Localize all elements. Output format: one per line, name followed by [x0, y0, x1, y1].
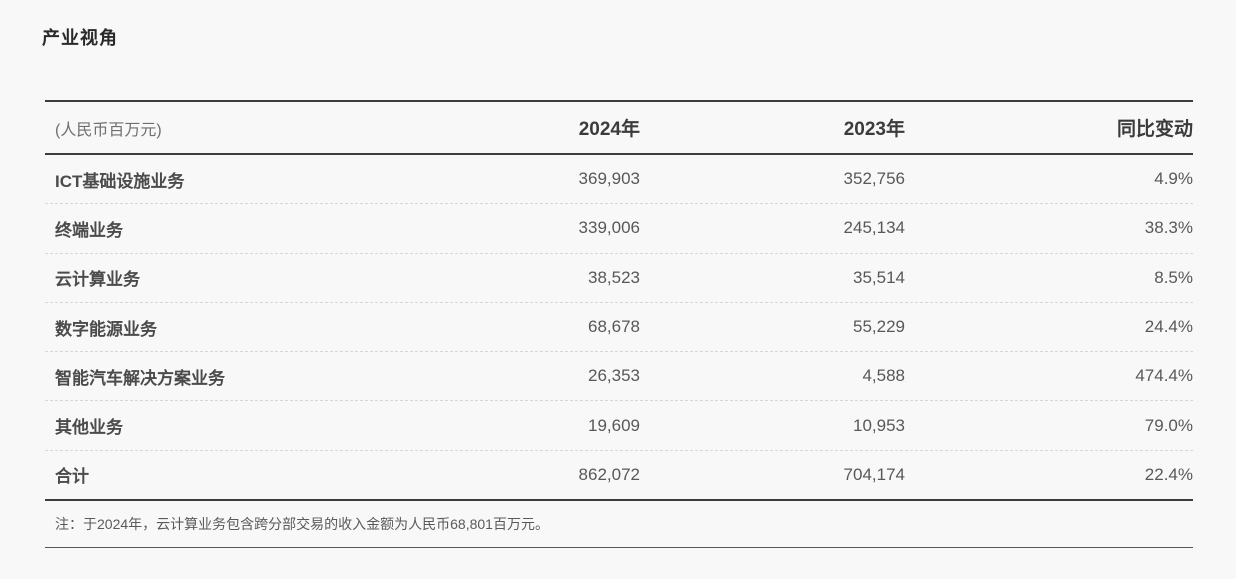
- value-2024: 19,609: [588, 415, 640, 435]
- table-row-total: 合计 862,072 704,174 22.4%: [45, 451, 1193, 501]
- value-2023: 35,514: [853, 267, 905, 287]
- value-2024: 862,072: [578, 464, 640, 484]
- unit-label: (人民币百万元): [55, 121, 162, 139]
- value-yoy: 4.9%: [1154, 169, 1193, 189]
- segment-revenue-table: (人民币百万元) 2024年 2023年 同比变动 ICT基础设施业务 369,…: [45, 100, 1193, 548]
- value-2023: 245,134: [843, 218, 905, 238]
- row-label: ICT基础设施业务: [55, 171, 185, 191]
- value-2023: 55,229: [853, 317, 905, 337]
- table-row: 终端业务 339,006 245,134 38.3%: [45, 204, 1193, 254]
- value-2024: 369,903: [578, 169, 640, 189]
- row-label: 云计算业务: [55, 270, 140, 290]
- value-2024: 68,678: [588, 317, 640, 337]
- value-yoy: 38.3%: [1144, 218, 1193, 238]
- footnote-text: 注：于2024年，云计算业务包含跨分部交易的收入金额为人民币68,801百万元。: [55, 515, 549, 532]
- value-2023: 704,174: [843, 464, 905, 484]
- row-label: 终端业务: [55, 220, 123, 240]
- value-yoy: 79.0%: [1144, 415, 1193, 435]
- column-header-2023: 2023年: [843, 119, 905, 140]
- page: 产业视角 (人民币百万元) 2024年 2023年 同比变动 ICT基础设施业务…: [42, 28, 1193, 548]
- table-row: 智能汽车解决方案业务 26,353 4,588 474.4%: [45, 352, 1193, 402]
- value-2024: 339,006: [578, 218, 640, 238]
- table-footnote-row: 注：于2024年，云计算业务包含跨分部交易的收入金额为人民币68,801百万元。: [45, 501, 1193, 548]
- value-2024: 38,523: [588, 267, 640, 287]
- table-row: 其他业务 19,609 10,953 79.0%: [45, 401, 1193, 451]
- table-row: 云计算业务 38,523 35,514 8.5%: [45, 254, 1193, 303]
- row-label: 合计: [55, 467, 89, 487]
- value-yoy: 474.4%: [1135, 366, 1193, 386]
- column-header-2024: 2024年: [578, 119, 640, 140]
- value-yoy: 22.4%: [1144, 464, 1193, 484]
- value-2023: 4,588: [862, 366, 905, 386]
- row-label: 数字能源业务: [55, 319, 157, 339]
- table-row: ICT基础设施业务 369,903 352,756 4.9%: [45, 155, 1193, 205]
- value-2023: 10,953: [853, 415, 905, 435]
- table-row: 数字能源业务 68,678 55,229 24.4%: [45, 303, 1193, 353]
- page-title: 产业视角: [42, 28, 118, 48]
- row-label: 其他业务: [55, 418, 123, 438]
- row-label: 智能汽车解决方案业务: [55, 368, 225, 388]
- value-2024: 26,353: [588, 366, 640, 386]
- column-header-yoy: 同比变动: [1116, 119, 1193, 140]
- value-2023: 352,756: [843, 169, 905, 189]
- table-header-row: (人民币百万元) 2024年 2023年 同比变动: [45, 100, 1193, 155]
- value-yoy: 24.4%: [1144, 317, 1193, 337]
- value-yoy: 8.5%: [1154, 267, 1193, 287]
